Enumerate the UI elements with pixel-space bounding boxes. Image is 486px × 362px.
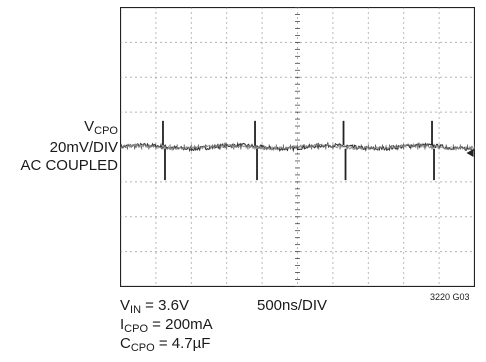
waveform-trace-persistence (120, 142, 475, 152)
condition-icpo-name: I (120, 316, 125, 333)
condition-icpo-value: = 200mA (148, 316, 213, 333)
ground-marker-arrow (466, 149, 474, 157)
figure-id: 3220 G03 (430, 292, 470, 302)
coupling-label: AC COUPLED (20, 157, 118, 174)
condition-icpo: ICPO = 200mA (120, 316, 213, 335)
vertical-scale-label: 20mV/DIV (49, 139, 118, 156)
condition-ccpo-value: = 4.7µF (154, 335, 211, 352)
channel-label: VCPO (84, 118, 118, 137)
condition-vin: VIN = 3.6V (120, 297, 189, 316)
channel-name: V (84, 118, 95, 135)
condition-ccpo: CCPO = 4.7µF (120, 335, 211, 354)
horizontal-scale-label: 500ns/DIV (257, 297, 328, 314)
channel-subscript: CPO (94, 125, 118, 137)
condition-vin-sub: IN (130, 304, 142, 316)
condition-ccpo-name: C (120, 335, 131, 352)
condition-ccpo-sub: CPO (130, 342, 155, 354)
scope-plot (120, 7, 475, 287)
condition-vin-name: V (120, 297, 131, 314)
condition-vin-value: = 3.6V (141, 297, 189, 314)
condition-icpo-sub: CPO (124, 323, 149, 335)
